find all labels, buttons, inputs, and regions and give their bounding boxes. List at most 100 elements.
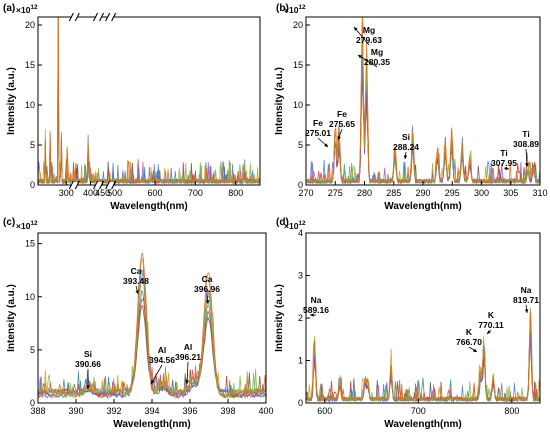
y-tick-label-d-1: 1 (298, 356, 303, 366)
annotation-arrow-head-c-0 (86, 385, 90, 389)
spectrum-a-series-0-seg-3 (110, 160, 260, 185)
spectrum-d-series-0-seg-0 (306, 311, 540, 403)
scale-power-b: 12 (298, 4, 306, 11)
annotation-element-b-6: Ti (522, 129, 529, 139)
scale-factor-d: ×1012 (284, 220, 306, 231)
x-tick-label-a-1-0: 400 (83, 188, 98, 198)
y-axis-label-a: Intensity (a.u.) (6, 67, 17, 135)
x-tick-label-c-2: 392 (106, 406, 121, 416)
y-axis-label-d: Intensity (a.u.) (274, 284, 285, 352)
panel-label-a: (a) (3, 3, 15, 14)
x-tick-label-a-3-0: 500 (107, 188, 122, 198)
spectrum-c-series-5-seg-0 (38, 297, 266, 400)
annotation-element-d-2: K (488, 310, 495, 320)
y-axis-label-b: Intensity (a.u.) (274, 67, 285, 135)
annotation-value-b-3: 280.35 (364, 57, 390, 67)
y-tick-label-c-0: 0 (30, 398, 35, 408)
axis-break-mark-1-1-l (93, 180, 99, 190)
spectrum-a-series-1-seg-0 (38, 17, 75, 185)
spectrum-a-series-3-seg-0 (38, 17, 75, 185)
spectrum-a-series-2-seg-0 (38, 17, 75, 185)
annotation-value-b-6: 308.89 (513, 139, 539, 149)
x-axis-label-a: Wavelength(nm) (110, 201, 187, 212)
annotation-element-b-2: Mg (363, 25, 375, 35)
y-tick-label-d-2: 2 (298, 313, 303, 323)
annotation-arrow-head-d-1 (473, 348, 477, 352)
y-tick-label-d-4: 4 (298, 228, 303, 238)
x-tick-label-d-1: 700 (411, 406, 426, 416)
axis-break-mark-0-0-l (68, 12, 74, 22)
x-tick-label-a-3-2: 700 (188, 188, 203, 198)
x-tick-label-b-7: 305 (503, 188, 518, 198)
annotation-arrow-head-b-6 (525, 163, 529, 167)
x-tick-label-a-3-1: 600 (148, 188, 163, 198)
annotation-arrow-head-c-2 (151, 380, 155, 384)
axis-break-mark-0-1-l (68, 180, 74, 190)
annotation-arrow-head-d-0 (310, 313, 314, 317)
spectrum-c-series-4-seg-0 (38, 266, 266, 399)
annotation-arrow-head-c-4 (205, 300, 210, 304)
y-tick-label-a-1: 5 (30, 140, 35, 150)
x-tick-label-b-8: 310 (532, 188, 547, 198)
annotation-element-d-1: K (466, 327, 473, 337)
scale-factor-b: ×1012 (284, 4, 306, 15)
annotation-arrow-line-c-3 (186, 361, 189, 385)
x-axis-label-c: Wavelength(nm) (113, 419, 190, 430)
axes-frame-a (37, 16, 261, 186)
x-tick-label-d-0: 600 (317, 406, 332, 416)
axis-break-gap-0-1 (71, 182, 78, 188)
x-tick-label-b-1: 275 (328, 188, 343, 198)
annotation-value-c-4: 396.96 (194, 284, 220, 294)
annotation-element-b-4: Si (402, 132, 410, 142)
axis-break-mark-2-0-r (111, 12, 117, 22)
annotation-value-c-0: 390.66 (75, 359, 101, 369)
annotation-value-d-3: 819.71 (513, 295, 539, 305)
scale-power-d: 12 (298, 220, 306, 227)
annotation-arrow-line-b-2 (353, 26, 370, 46)
annotation-value-c-2: 394.56 (149, 355, 175, 365)
y-tick-label-a-2: 10 (25, 100, 35, 110)
annotation-value-c-3: 396.21 (175, 352, 201, 362)
annotation-value-d-2: 770.11 (478, 320, 504, 330)
spectrum-a-series-6-seg-0 (38, 33, 75, 185)
x-axis-label-d: Wavelength(nm) (384, 419, 461, 430)
annotation-element-b-3: Mg (371, 47, 383, 57)
scale-factor-a: ×1012 (16, 4, 38, 15)
annotation-element-d-0: Na (311, 295, 322, 305)
axes-frame-c (37, 232, 267, 404)
spectrum-a-series-2-seg-3 (110, 160, 260, 185)
y-tick-label-b-4: 20 (293, 20, 303, 30)
y-tick-label-c-2: 10 (25, 292, 35, 302)
annotation-element-c-2: Al (158, 345, 167, 355)
x-axis-label-b: Wavelength(nm) (384, 201, 461, 212)
x-tick-label-c-1: 390 (68, 406, 83, 416)
annotation-value-d-1: 766.70 (456, 337, 482, 347)
axis-break-mark-1-0-r (99, 12, 105, 22)
spectrum-d-series-1-seg-0 (306, 309, 540, 403)
annotation-arrow-head-d-3 (524, 309, 529, 313)
annotation-arrow-head-d-2 (487, 330, 491, 334)
x-tick-label-b-5: 295 (445, 188, 460, 198)
plot-area-a (38, 17, 260, 185)
x-tick-label-c-3: 394 (144, 406, 159, 416)
panel-label-b: (b) (276, 3, 289, 14)
x-tick-label-b-0: 270 (298, 188, 313, 198)
panel-c: 0 5 10 15 388 390 392 394 396 398 400 Wavelength(nm… (3, 217, 274, 430)
spectrum-c-series-3-seg-0 (38, 268, 266, 399)
axis-break-gap-2-0 (107, 14, 114, 20)
annotation-element-c-3: Al (184, 342, 193, 352)
spectrum-a-series-0-seg-1 (73, 143, 99, 185)
y-axis-label-c: Intensity (a.u.) (6, 284, 17, 352)
